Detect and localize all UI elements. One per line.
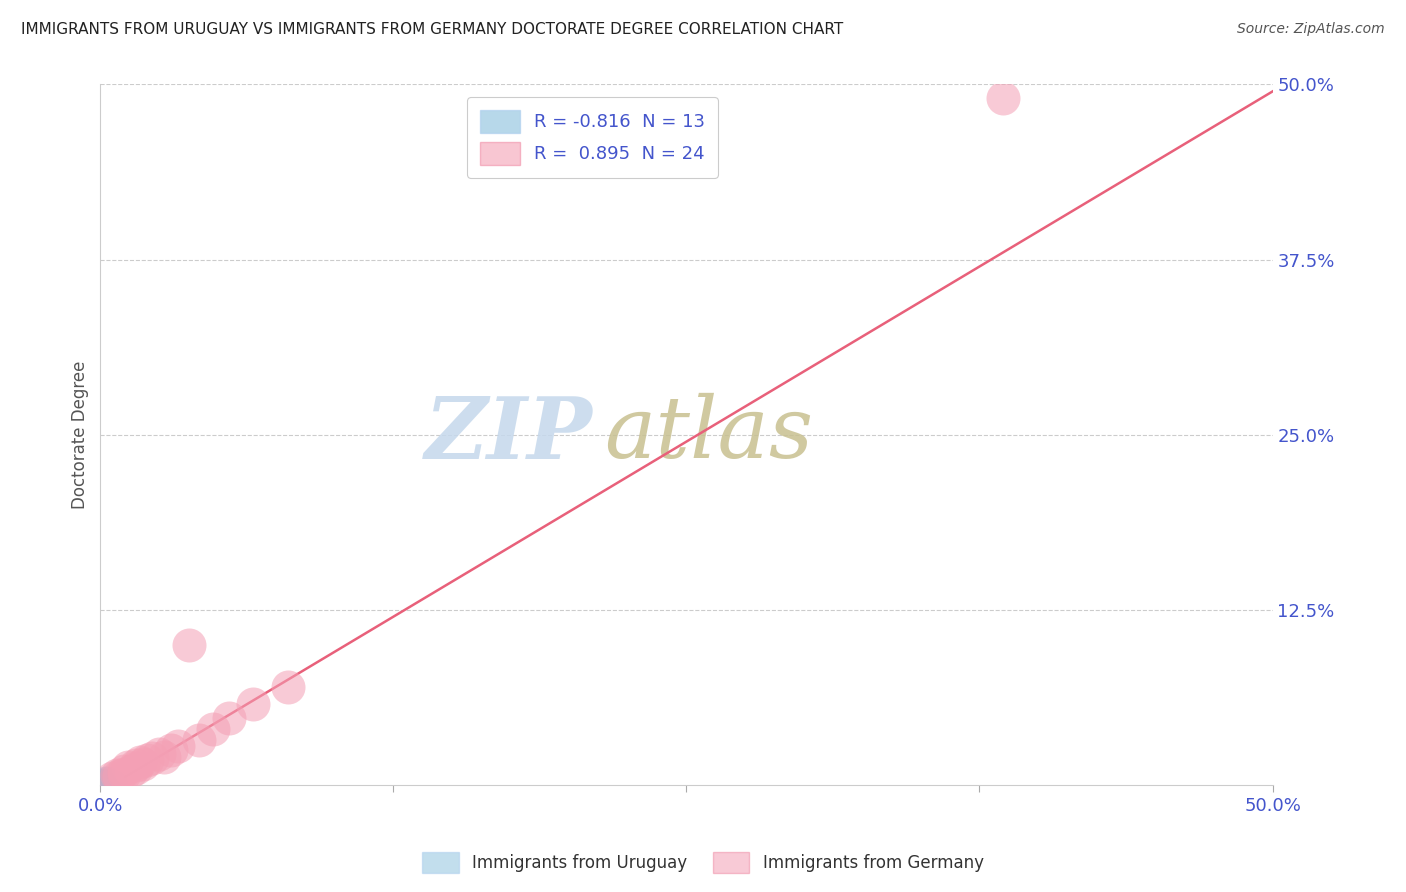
Point bbox=[94, 773, 117, 788]
Point bbox=[201, 722, 224, 736]
Text: Source: ZipAtlas.com: Source: ZipAtlas.com bbox=[1237, 22, 1385, 37]
Text: ZIP: ZIP bbox=[425, 392, 593, 476]
Point bbox=[96, 772, 118, 786]
Point bbox=[112, 764, 135, 778]
Point bbox=[112, 766, 135, 780]
Point bbox=[96, 776, 118, 790]
Point bbox=[218, 710, 240, 724]
Point bbox=[91, 773, 114, 788]
Point bbox=[105, 768, 128, 782]
Point bbox=[124, 758, 146, 772]
Point bbox=[98, 776, 121, 790]
Point bbox=[129, 756, 152, 770]
Point bbox=[136, 753, 159, 767]
Point bbox=[101, 771, 124, 785]
Point bbox=[120, 764, 142, 778]
Text: IMMIGRANTS FROM URUGUAY VS IMMIGRANTS FROM GERMANY DOCTORATE DEGREE CORRELATION : IMMIGRANTS FROM URUGUAY VS IMMIGRANTS FR… bbox=[21, 22, 844, 37]
Point bbox=[91, 776, 114, 790]
Point bbox=[166, 739, 188, 753]
Point bbox=[141, 751, 163, 765]
Point bbox=[277, 680, 299, 694]
Point bbox=[187, 733, 209, 747]
Point bbox=[101, 775, 124, 789]
Point bbox=[148, 747, 170, 761]
Legend: Immigrants from Uruguay, Immigrants from Germany: Immigrants from Uruguay, Immigrants from… bbox=[416, 846, 990, 880]
Point bbox=[159, 743, 181, 757]
Point bbox=[131, 756, 153, 771]
Point bbox=[103, 776, 125, 790]
Point bbox=[991, 91, 1014, 105]
Point bbox=[242, 697, 264, 711]
Point bbox=[91, 775, 114, 789]
Point bbox=[94, 776, 117, 790]
Point bbox=[108, 769, 131, 783]
Point bbox=[96, 775, 118, 789]
Point bbox=[179, 638, 201, 652]
Y-axis label: Doctorate Degree: Doctorate Degree bbox=[72, 360, 89, 508]
Legend: R = -0.816  N = 13, R =  0.895  N = 24: R = -0.816 N = 13, R = 0.895 N = 24 bbox=[467, 97, 718, 178]
Point bbox=[117, 759, 139, 773]
Text: atlas: atlas bbox=[605, 393, 814, 476]
Point bbox=[124, 761, 146, 775]
Point bbox=[152, 749, 174, 764]
Point bbox=[98, 773, 121, 788]
Point bbox=[94, 772, 117, 786]
